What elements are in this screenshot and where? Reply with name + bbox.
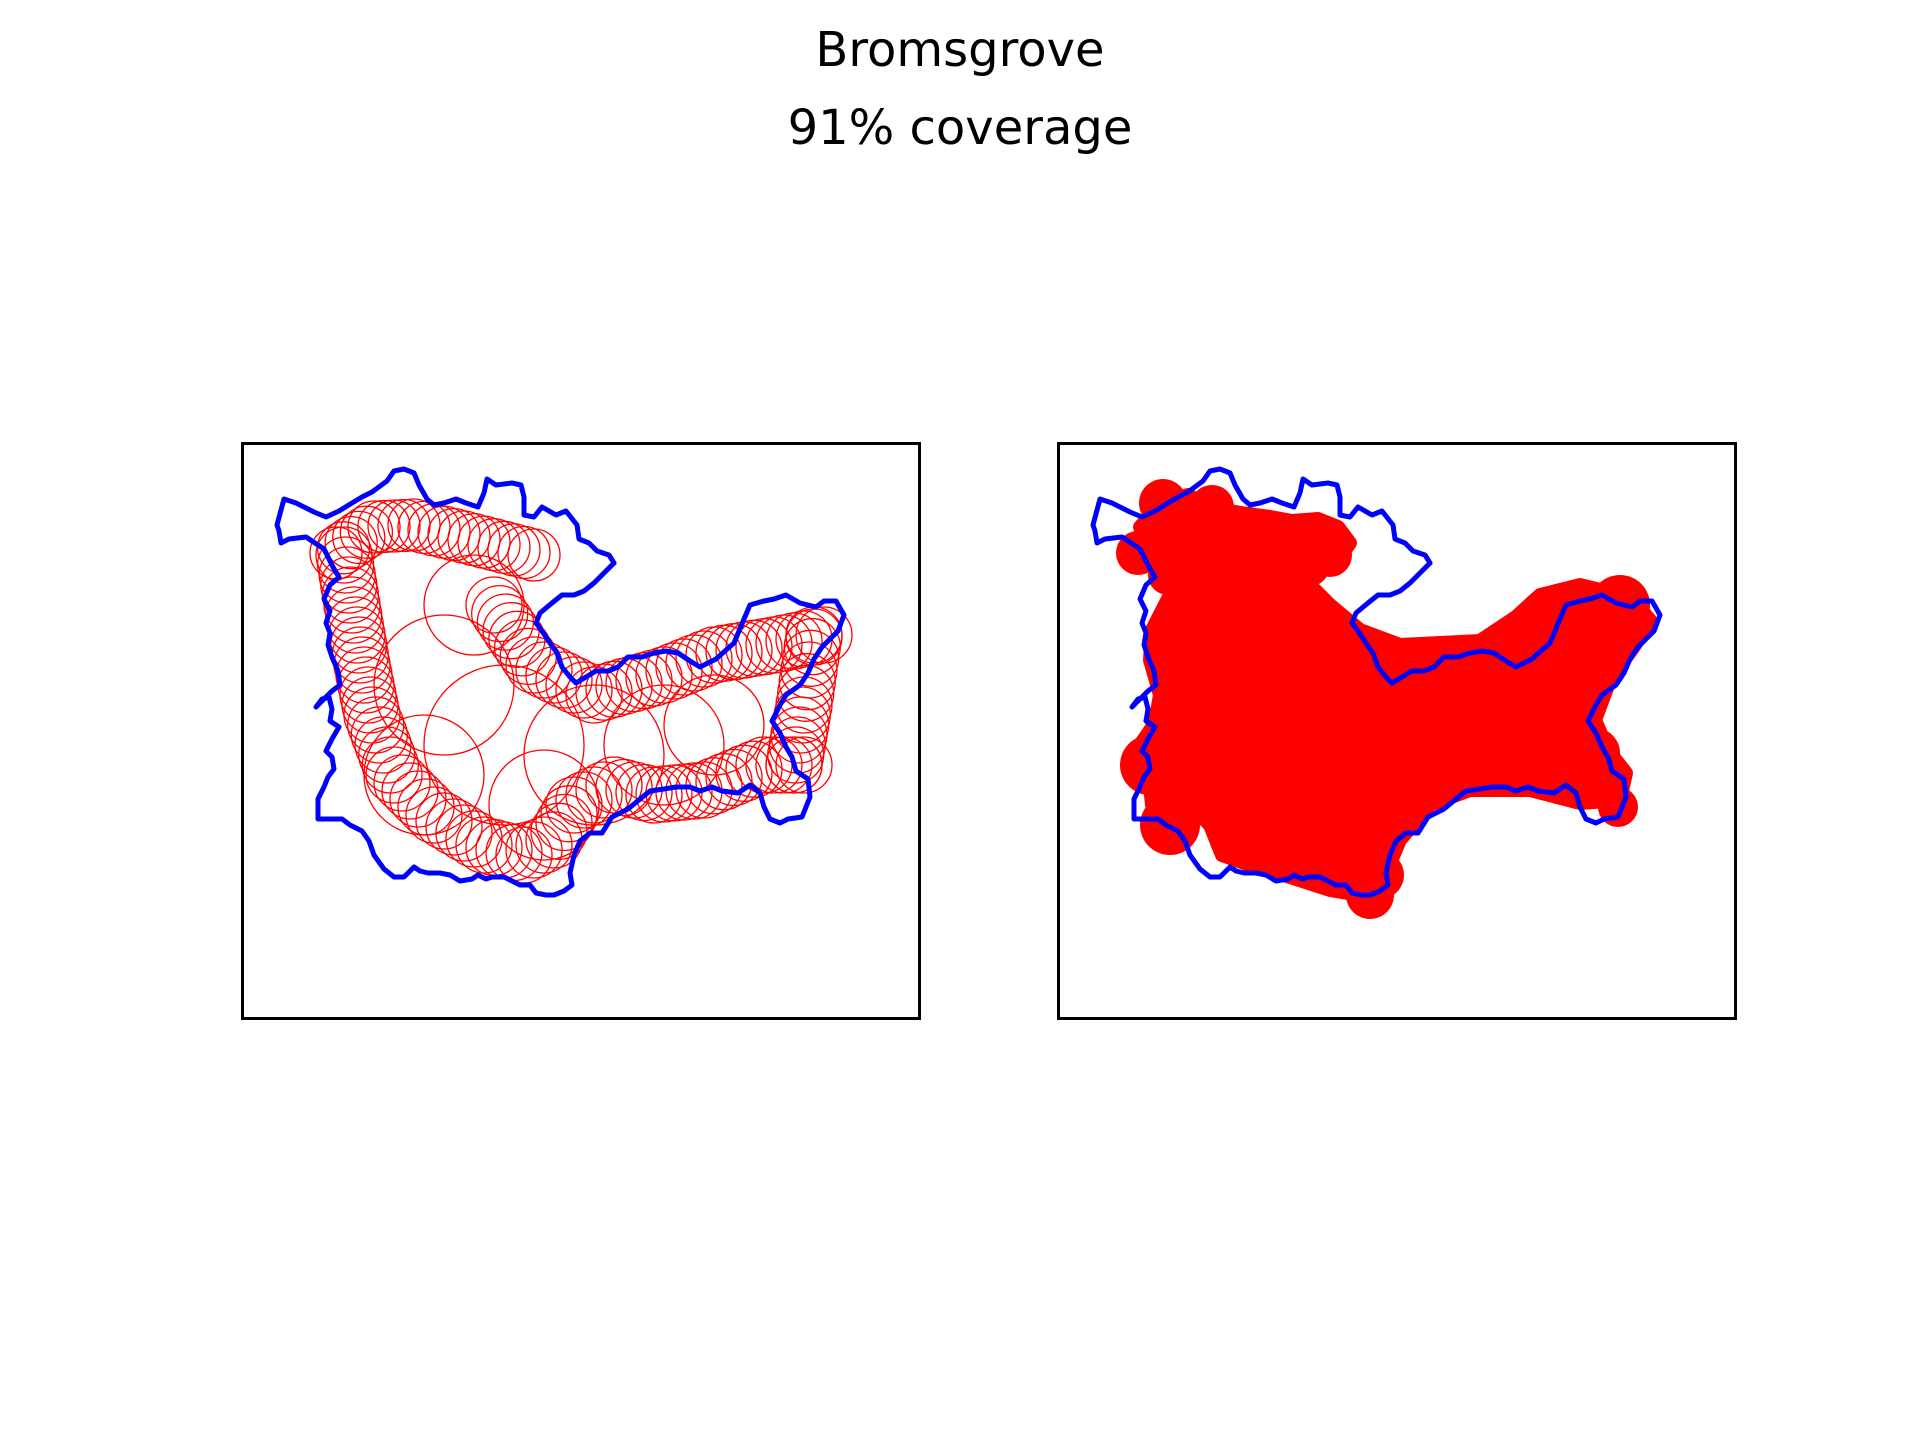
coverage-circle [350, 706, 408, 764]
coverage-circle [515, 641, 573, 699]
coverage-circle [595, 758, 653, 817]
coverage-circle [507, 528, 561, 582]
coverage-circle [373, 754, 431, 812]
coverage-circle [405, 786, 463, 844]
coverage-circle-group [309, 498, 853, 884]
coverage-circle [423, 664, 585, 826]
coverage-circle [625, 649, 683, 707]
coverage-circle [328, 606, 386, 664]
coverage-circle [635, 765, 693, 823]
district-boundary [1090, 466, 1663, 898]
coverage-circle [777, 664, 835, 722]
coverage-circle [555, 661, 613, 719]
coverage-circle [325, 586, 383, 644]
coverage-circle [457, 515, 511, 569]
coverage-circle [354, 716, 412, 774]
coverage-circle [485, 823, 543, 882]
coverage-circle [324, 515, 378, 570]
coverage-circle [645, 764, 703, 822]
coverage-circle [415, 792, 473, 850]
coverage-circle [575, 663, 633, 721]
coverage-circle [326, 596, 384, 654]
coverage-circle [705, 623, 763, 681]
coverage-fill-blob [1139, 479, 1187, 527]
coverage-circle [605, 654, 663, 713]
coverage-circle [615, 763, 673, 822]
coverage-circle [775, 736, 833, 794]
coverage-circle [365, 746, 423, 804]
coverage-fill-blob [1148, 555, 1188, 595]
coverage-circles-panel [241, 442, 921, 1020]
coverage-circle [347, 696, 405, 754]
coverage-fill-blob [1570, 728, 1620, 778]
coverage-circle [341, 676, 399, 734]
coverage-circle [535, 651, 593, 709]
coverage-circle [339, 505, 394, 559]
coverage-circle [675, 630, 733, 688]
coverage-circle [423, 554, 525, 656]
coverage-circle [475, 821, 533, 879]
coverage-circle [515, 816, 573, 874]
coverage-circle [585, 756, 643, 814]
coverage-circle [555, 771, 613, 829]
coverage-circle [535, 793, 593, 852]
coverage-circle [332, 510, 386, 565]
coverage-circle [487, 523, 541, 577]
coverage-circle [488, 749, 600, 861]
coverage-circle [663, 674, 765, 776]
coverage-circle [427, 507, 481, 562]
coverage-circle [767, 726, 825, 784]
district-boundary [274, 466, 847, 898]
coverage-circle [367, 499, 421, 553]
coverage-circle [455, 816, 513, 874]
coverage-fill-panel [1057, 442, 1737, 1020]
figure-title: Bromsgrove [815, 22, 1105, 78]
coverage-circle [435, 804, 493, 862]
coverage-circle [782, 629, 840, 687]
coverage-circle [603, 684, 725, 806]
coverage-circles-map [274, 466, 853, 898]
coverage-circle [425, 798, 483, 856]
coverage-circle [407, 503, 461, 557]
coverage-circle [330, 616, 388, 674]
coverage-circle [725, 619, 783, 677]
coverage-circle [575, 761, 633, 819]
coverage-circle [765, 736, 823, 794]
coverage-circle [389, 770, 447, 828]
coverage-circle [363, 714, 485, 836]
coverage-fill-blob [1286, 543, 1330, 587]
coverage-circle [373, 614, 515, 756]
coverage-fill-area [1116, 479, 1657, 919]
coverage-fill-shape [1133, 488, 1657, 902]
coverage-circle [523, 684, 665, 826]
coverage-circle [778, 653, 836, 711]
coverage-circle [625, 766, 683, 824]
coverage-circle [417, 505, 471, 559]
coverage-circle [505, 821, 563, 879]
coverage-fill-map [1090, 466, 1663, 919]
coverage-circle [357, 499, 411, 554]
coverage-circle [358, 726, 416, 784]
coverage-circle [343, 686, 401, 744]
coverage-circle [339, 666, 397, 724]
coverage-fill-blob [1190, 485, 1234, 529]
coverage-circle [783, 618, 841, 676]
coverage-circle [497, 525, 551, 580]
coverage-circle [467, 518, 521, 572]
coverage-fill-blob [1356, 851, 1404, 899]
coverage-circle [540, 785, 598, 843]
coverage-subtitle: 91% coverage [787, 100, 1133, 156]
